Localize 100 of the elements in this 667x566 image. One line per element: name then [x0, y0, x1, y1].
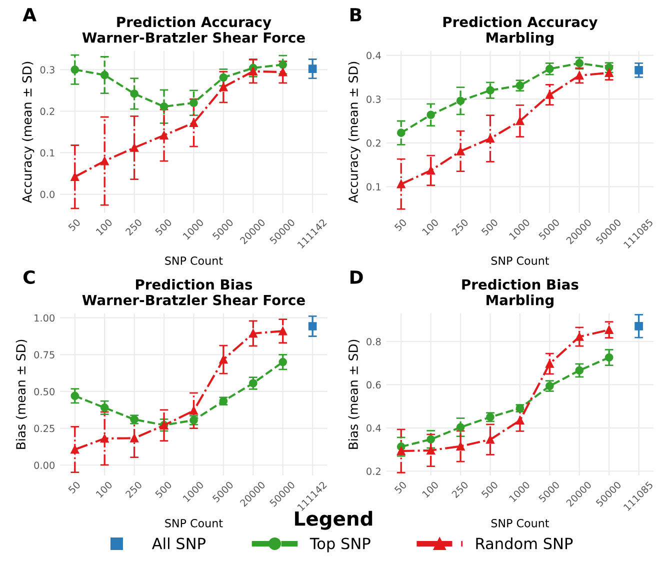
- y-tick-label: 0.00: [34, 462, 55, 469]
- point: [546, 64, 554, 74]
- chart-title: Prediction Accuracy: [443, 16, 598, 30]
- point: [130, 90, 138, 98]
- legend-label: All SNP: [152, 537, 206, 550]
- point: [190, 118, 198, 127]
- point: [486, 86, 494, 95]
- point: [219, 355, 228, 364]
- point: [308, 322, 317, 330]
- x-axis-title: SNP Count: [165, 518, 223, 528]
- point: [546, 90, 554, 99]
- x-tick-label: 100: [96, 480, 113, 498]
- point: [575, 59, 584, 68]
- x-tick-label: 500: [154, 218, 172, 236]
- x-tick-label: 500: [481, 480, 498, 498]
- point: [426, 166, 435, 175]
- point: [456, 442, 465, 450]
- y-tick-label: 0.2: [366, 139, 380, 147]
- point: [130, 434, 138, 442]
- chart-subtitle: Warner-Bratzler Shear Force: [82, 294, 305, 306]
- point: [278, 60, 288, 69]
- text: C: [23, 270, 35, 284]
- legend-label: Top SNP: [310, 538, 370, 552]
- point: [516, 416, 524, 425]
- chart-subtitle: Marbling: [486, 32, 554, 46]
- chart-subtitle: Marbling: [486, 294, 554, 308]
- point: [100, 156, 109, 166]
- text: A: [22, 8, 36, 22]
- point: [160, 131, 168, 140]
- point: [190, 406, 198, 415]
- point: [130, 144, 138, 152]
- y-tick-label: 0.1: [366, 183, 380, 191]
- x-tick-label: 50: [394, 480, 408, 494]
- y-tick-label: 0.4: [366, 424, 381, 432]
- x-axis-title: SNP Count: [491, 518, 549, 528]
- point: [190, 98, 198, 108]
- y-tick-label: 0.2: [40, 108, 54, 116]
- y-tick-label: 0.25: [34, 424, 54, 432]
- point: [70, 445, 80, 454]
- point: [248, 379, 258, 388]
- point: [486, 435, 494, 444]
- point: [575, 366, 584, 375]
- point: [396, 128, 406, 137]
- point: [100, 404, 109, 412]
- legend-title: Legend: [295, 510, 372, 530]
- x-tick-label: 250: [451, 480, 469, 498]
- point: [278, 358, 288, 366]
- x-tick-label: 250: [125, 218, 142, 236]
- x-tick-label: 100: [422, 480, 439, 498]
- point: [396, 180, 406, 188]
- y-tick-label: 0.3: [40, 66, 54, 74]
- point: [575, 71, 584, 80]
- point: [278, 326, 288, 336]
- point: [219, 82, 228, 92]
- y-axis-title: Accuracy (mean ± SD): [22, 62, 34, 203]
- point: [100, 70, 109, 80]
- chart-title: Prediction Bias: [136, 278, 252, 290]
- point: [70, 172, 80, 181]
- point: [219, 73, 228, 82]
- point: [70, 65, 80, 74]
- point: [456, 423, 465, 432]
- point: [70, 392, 80, 400]
- point: [486, 134, 494, 143]
- text: B: [350, 8, 362, 22]
- y-tick-label: 0.4: [366, 52, 381, 60]
- x-axis-title: SNP Count: [491, 256, 549, 265]
- y-tick-label: 0.75: [34, 351, 54, 358]
- point: [278, 68, 288, 76]
- point: [426, 435, 435, 444]
- y-axis-title: Bias (mean ± SD): [16, 340, 28, 449]
- y-tick-label: 0.1: [40, 149, 54, 157]
- point: [604, 326, 614, 334]
- x-tick-label: 100: [422, 218, 439, 236]
- x-tick-label: 100: [96, 218, 113, 236]
- point: [546, 360, 554, 368]
- y-tick-label: 0.3: [366, 96, 381, 103]
- x-tick-label: 250: [451, 218, 469, 236]
- y-tick-label: 0.0: [40, 190, 55, 198]
- x-tick-label: 250: [125, 480, 142, 498]
- point: [456, 147, 465, 156]
- x-tick-label: 500: [481, 218, 498, 236]
- y-tick-label: 0.2: [366, 468, 380, 475]
- x-tick-label: 500: [154, 480, 172, 498]
- y-tick-label: 0.50: [34, 388, 55, 396]
- y-axis-title: Accuracy (mean ± SD): [348, 62, 360, 203]
- chart-title: Prediction Bias: [462, 278, 578, 290]
- point: [426, 110, 435, 120]
- x-tick-label: 50: [394, 218, 408, 232]
- point: [426, 446, 435, 455]
- point: [160, 102, 168, 111]
- legend-label: Random SNP: [476, 537, 573, 550]
- x-tick-label: 50: [68, 218, 81, 232]
- point: [604, 68, 614, 77]
- point: [456, 96, 465, 106]
- y-axis-title: Bias (mean ± SD): [348, 340, 360, 449]
- point: [634, 66, 643, 74]
- x-axis-title: SNP Count: [165, 256, 223, 265]
- point: [516, 116, 524, 126]
- chart-title: Prediction Accuracy: [117, 16, 272, 30]
- chart-subtitle: Warner-Bratzler Shear Force: [82, 32, 305, 43]
